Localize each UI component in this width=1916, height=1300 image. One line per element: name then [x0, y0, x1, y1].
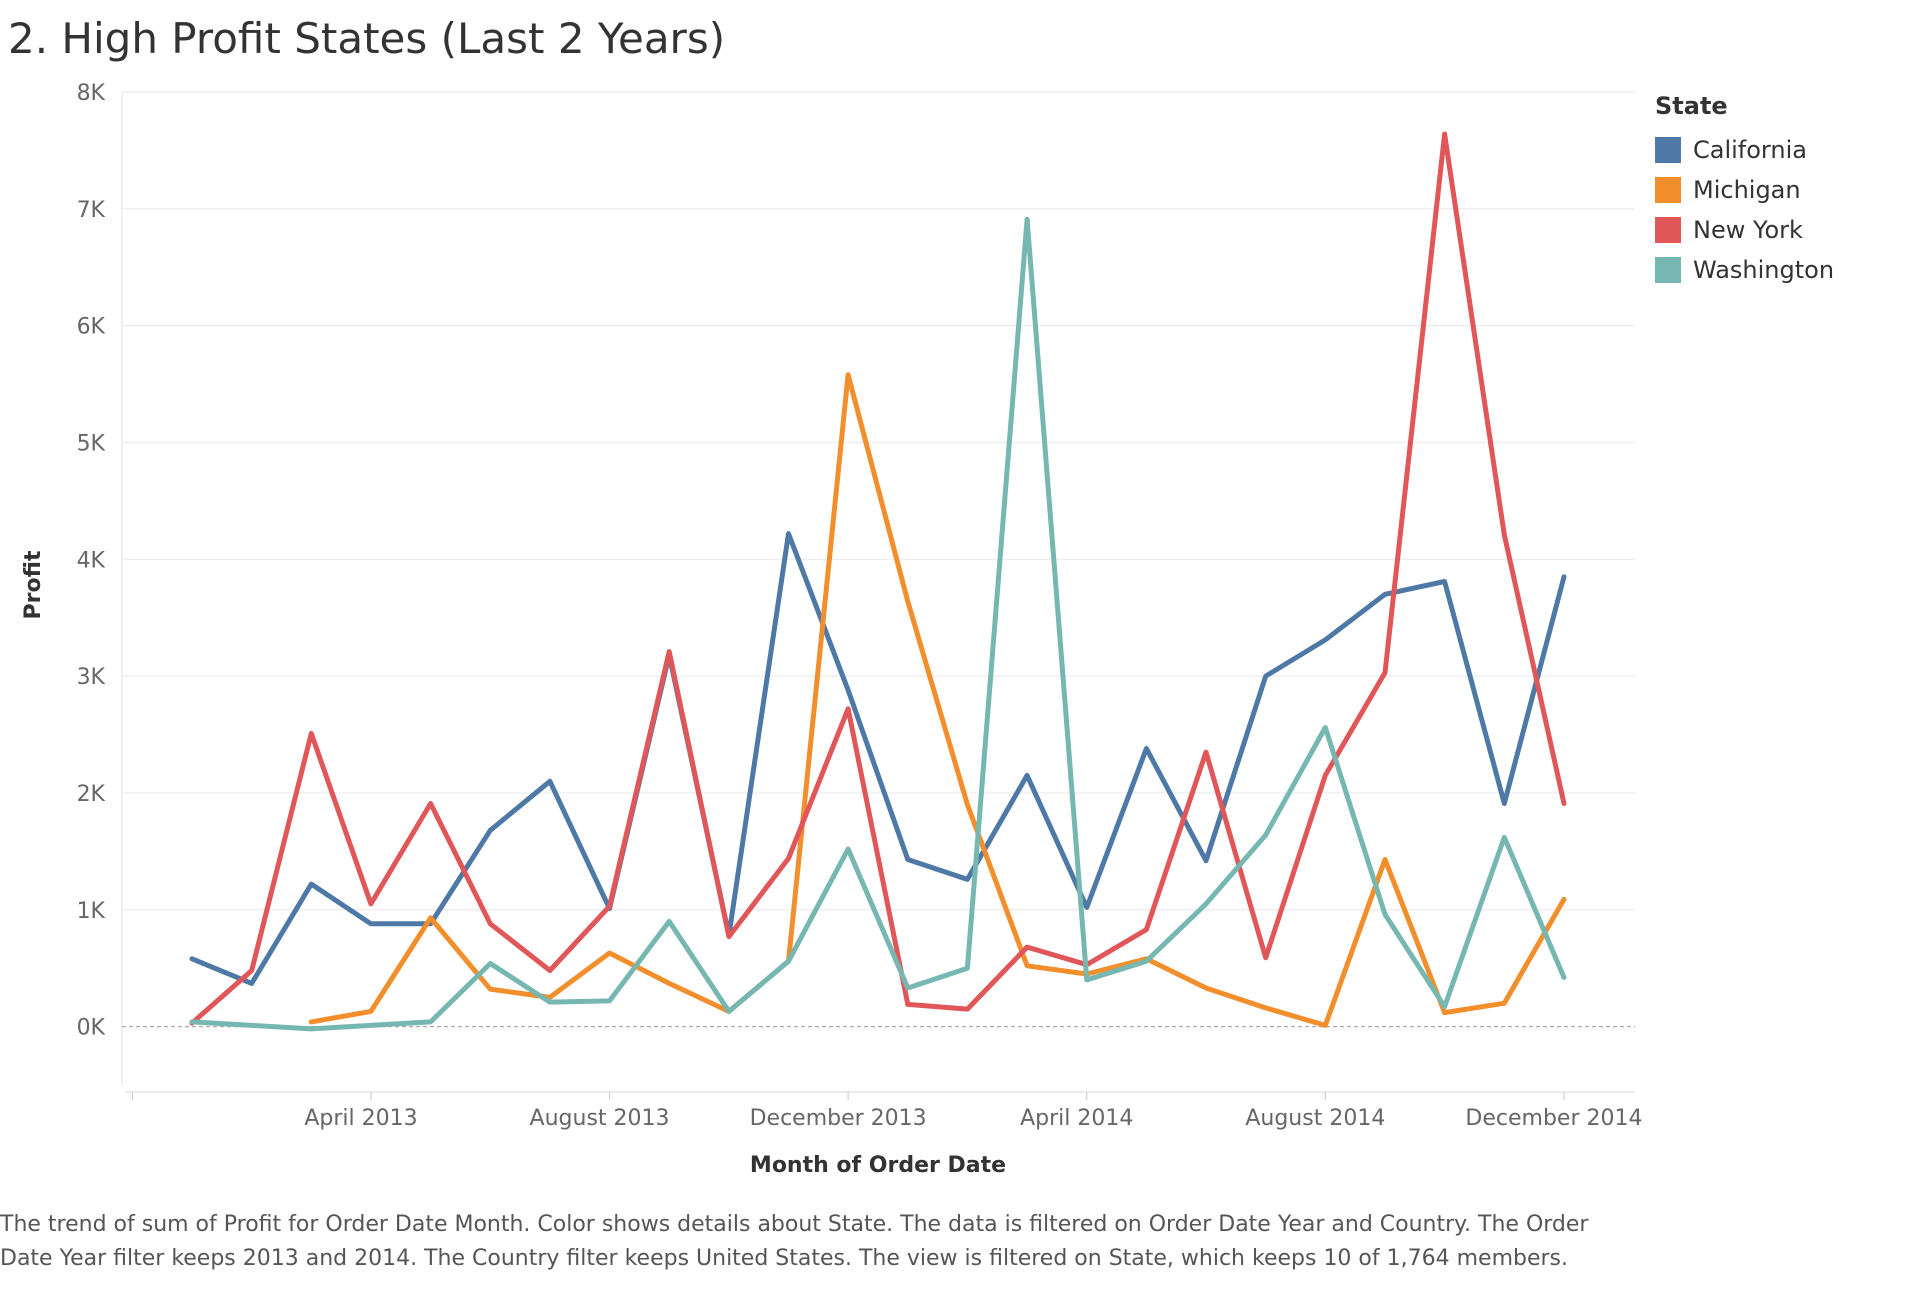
- gridlines: [121, 91, 1635, 1085]
- legend-item-new-york[interactable]: New York: [1655, 210, 1834, 250]
- y-tick-label: 0K: [77, 1016, 106, 1041]
- x-tick-label: August 2013: [530, 1106, 670, 1131]
- legend-label: New York: [1693, 216, 1803, 244]
- y-tick-label: 1K: [77, 899, 106, 924]
- legend-item-california[interactable]: California: [1655, 130, 1834, 170]
- y-axis-title: Profit: [21, 550, 46, 619]
- y-tick-label: 2K: [77, 782, 106, 807]
- legend-swatch: [1655, 137, 1681, 163]
- x-axis-ticks: April 2013 August 2013 December 2013 April …: [131, 1092, 1642, 1131]
- series-line-michigan[interactable]: [308, 372, 1567, 1028]
- series-line-washington[interactable]: [189, 216, 1567, 1032]
- series-lines: [189, 131, 1567, 1032]
- line-chart[interactable]: 0K 1K 2K 3K 4K 5K 6K 7K 8K April 2013 August 2013…: [0, 0, 1650, 1200]
- legend-title: State: [1655, 92, 1728, 120]
- legend-item-michigan[interactable]: Michigan: [1655, 170, 1834, 210]
- y-tick-label: 4K: [77, 548, 106, 573]
- y-tick-label: 6K: [77, 315, 106, 340]
- x-tick-label: April 2013: [304, 1106, 417, 1131]
- legend-label: Washington: [1693, 256, 1835, 284]
- y-tick-label: 5K: [77, 431, 106, 456]
- legend-swatch: [1655, 217, 1681, 243]
- legend-swatch: [1655, 257, 1681, 283]
- legend: State California Michigan New York Washingt…: [1655, 92, 1834, 290]
- y-tick-label: 7K: [77, 198, 106, 223]
- legend-label: California: [1693, 136, 1807, 164]
- legend-item-washington[interactable]: Washington: [1655, 250, 1834, 290]
- x-tick-label: April 2014: [1020, 1106, 1133, 1131]
- y-tick-label: 8K: [77, 81, 106, 106]
- chart-title: 2. High Profit States (Last 2 Years): [8, 14, 726, 63]
- legend-items: California Michigan New York Washington: [1655, 130, 1834, 290]
- x-axis-title: Month of Order Date: [750, 1153, 1006, 1178]
- series-line-new-york[interactable]: [189, 131, 1567, 1026]
- legend-swatch: [1655, 177, 1681, 203]
- x-tick-label: August 2014: [1245, 1106, 1385, 1131]
- series-line-california[interactable]: [189, 531, 1567, 986]
- x-tick-label: December 2014: [1465, 1106, 1642, 1131]
- chart-caption: The trend of sum of Profit for Order Dat…: [0, 1212, 1589, 1271]
- y-tick-label: 3K: [77, 665, 106, 690]
- x-tick-label: December 2013: [750, 1106, 927, 1131]
- legend-label: Michigan: [1693, 176, 1801, 204]
- y-axis-ticks: 0K 1K 2K 3K 4K 5K 6K 7K 8K: [77, 81, 106, 1041]
